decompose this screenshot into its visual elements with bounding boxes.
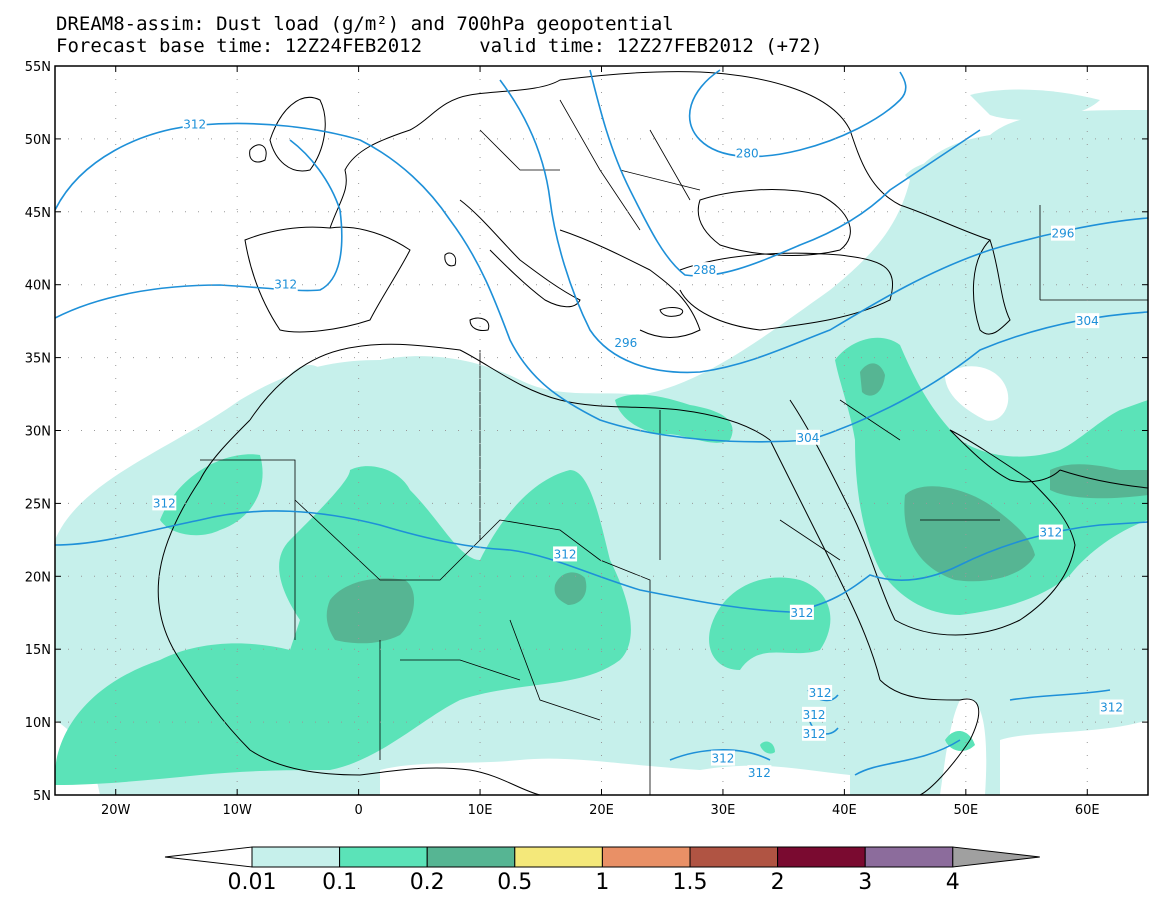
lon-label: 40E	[832, 803, 857, 818]
lon-label: 20W	[101, 803, 131, 818]
lon-label: 50E	[953, 803, 978, 818]
lat-label: 15N	[25, 643, 51, 658]
lon-label: 0	[354, 803, 362, 818]
contour-label-bg	[692, 262, 717, 278]
lat-label: 10N	[25, 716, 51, 731]
contour-label: 304	[797, 431, 820, 445]
contour-label-bg	[1099, 699, 1124, 715]
contour-label: 312	[748, 766, 771, 780]
colorbar-label: 0.2	[410, 870, 445, 895]
lat-lon-grid	[55, 66, 1148, 795]
colorbar-segment	[339, 846, 428, 868]
dust-level-0.2	[326, 363, 1148, 644]
contour-label-bg	[789, 604, 814, 620]
contour-label: 296	[614, 336, 637, 350]
colorbar-segment	[777, 846, 866, 868]
contour-label: 312	[1039, 526, 1062, 540]
contour-labels: 312 312 280 288 296 296 304 304 312 312 312 312 312 3…	[152, 116, 1124, 781]
lat-label: 50N	[25, 133, 51, 148]
contour-label: 312	[803, 708, 826, 722]
lat-label: 5N	[33, 789, 51, 804]
colorbar-segment	[864, 846, 954, 868]
lon-label: 60E	[1075, 803, 1100, 818]
contour-label-bg	[553, 546, 578, 562]
contour-label: 312	[809, 686, 832, 700]
contour-label-bg	[1050, 225, 1075, 241]
lat-label: 35N	[25, 352, 51, 367]
lon-label: 10E	[468, 803, 493, 818]
contour-label: 304	[1076, 314, 1099, 328]
geopotential-contours	[55, 69, 1148, 776]
contour-label-bg	[1038, 524, 1063, 540]
lat-label: 45N	[25, 206, 51, 221]
contour-label: 312	[183, 117, 206, 131]
contour-label: 312	[274, 278, 297, 292]
map-title-line2: Forecast base time: 12Z24FEB2012 valid t…	[56, 35, 823, 57]
contour-label-bg	[273, 276, 298, 292]
lat-label: 40N	[25, 279, 51, 294]
lon-label: 30E	[711, 803, 736, 818]
contour-label-bg	[710, 750, 735, 766]
colorbar-label: 0.1	[322, 870, 357, 895]
colorbar-label: 1.5	[673, 870, 708, 895]
contour-label: 296	[1052, 227, 1075, 241]
contour-label-bg	[808, 684, 833, 700]
colorbar-label: 1	[595, 870, 609, 895]
contour-label: 312	[1100, 701, 1123, 715]
colorbar-label: 3	[858, 870, 872, 895]
coastlines	[157, 71, 1148, 795]
colorbar: 0.01 0.1 0.2 0.5 1 1.5 2 3 4	[164, 846, 1040, 895]
contour-label-bg	[182, 116, 207, 132]
colorbar-label: 2	[771, 870, 785, 895]
lon-label: 20E	[589, 803, 614, 818]
colorbar-segment	[601, 846, 691, 868]
contour-label-bg	[795, 429, 820, 445]
contour-label: 312	[790, 606, 813, 620]
colorbar-segment	[514, 846, 603, 868]
dust-shading	[55, 89, 1148, 795]
map-title-line1: DREAM8-assim: Dust load (g/m²) and 700hP…	[56, 13, 674, 35]
colorbar-label: 4	[946, 870, 960, 895]
lat-label: 25N	[25, 497, 51, 512]
axis-ticks: 55N 50N 45N 40N 35N 30N 25N 20N 15N 10N 5N 20W 10W 0 1…	[25, 60, 1148, 818]
lon-label: 10W	[222, 803, 252, 818]
contour-label-bg	[735, 145, 760, 161]
lat-label: 30N	[25, 425, 51, 440]
contour-label: 312	[554, 547, 577, 561]
contour-label: 280	[736, 146, 759, 160]
contour-label: 312	[711, 752, 734, 766]
contour-label-bg	[613, 335, 638, 351]
lat-label: 55N	[25, 60, 51, 75]
contour-label-bg	[1075, 313, 1100, 329]
colorbar-segment	[952, 846, 1040, 868]
contour-label-bg	[802, 706, 827, 722]
contour-label: 312	[153, 496, 176, 510]
colorbar-segment	[164, 846, 253, 868]
contour-label-bg	[802, 725, 827, 741]
colorbar-segment	[251, 846, 341, 868]
contour-label: 288	[693, 263, 716, 277]
contour-label: 312	[803, 727, 826, 741]
colorbar-segment	[426, 846, 516, 868]
contour-label-bg	[747, 765, 772, 781]
colorbar-segment	[689, 846, 779, 868]
colorbar-label: 0.5	[497, 870, 532, 895]
colorbar-label: 0.01	[228, 870, 277, 895]
lat-label: 20N	[25, 570, 51, 585]
contour-label-bg	[152, 495, 177, 511]
